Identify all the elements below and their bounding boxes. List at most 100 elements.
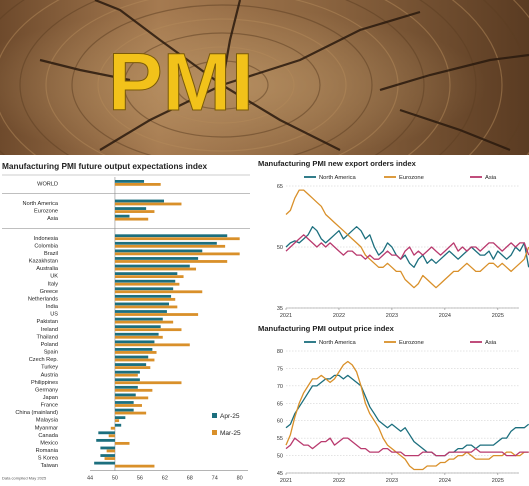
category-label: India (46, 304, 59, 310)
legend-label: Asia (485, 340, 497, 346)
x-tick-label: 50 (112, 476, 118, 482)
chart-title: Manufacturing PMI future output expectat… (2, 161, 208, 171)
bar-mar-25 (114, 244, 226, 248)
category-label: North America (23, 201, 59, 207)
wood-ring (149, 46, 295, 124)
wood-ring (19, 0, 425, 155)
bar-apr-25 (114, 401, 134, 404)
bar-mar-25 (114, 404, 142, 407)
x-tick-label: 2023 (386, 313, 398, 319)
bar-apr-25 (114, 408, 134, 412)
category-label: Poland (41, 342, 58, 348)
bar-mar-25 (114, 210, 155, 213)
wood-crack (39, 58, 131, 82)
legend-swatch (212, 413, 217, 418)
category-label: Romania (36, 448, 59, 454)
category-label: Canada (38, 433, 58, 439)
wood-crack (221, 10, 421, 87)
wood-rings (0, 0, 529, 155)
legend-label: Eurozone (399, 340, 424, 346)
bar-mar-25 (114, 358, 155, 362)
category-label: Mexico (40, 440, 58, 446)
y-tick-label: 65 (277, 184, 283, 190)
x-tick-label: 2024 (439, 478, 451, 484)
x-tick-label: 74 (212, 476, 218, 482)
category-label: Myanmar (35, 425, 58, 431)
bar-mar-25 (114, 183, 161, 186)
bar-apr-25 (114, 287, 174, 291)
category-label: WORLD (37, 182, 58, 188)
bar-apr-25 (114, 363, 147, 366)
bar-mar-25 (114, 305, 178, 309)
export-orders-line-chart: Manufacturing PMI new export orders inde… (258, 159, 529, 319)
wood-crack (221, 84, 341, 151)
chart-title: Manufacturing PMI output price index (258, 324, 395, 333)
y-tick-label: 70 (277, 384, 283, 390)
category-label: Turkey (41, 365, 58, 371)
bar-apr-25 (114, 257, 199, 260)
bar-mar-25 (114, 441, 130, 445)
bar-apr-25 (114, 378, 140, 382)
x-tick-label: 2022 (333, 313, 345, 319)
category-label: Japan (43, 395, 58, 401)
bar-mar-25 (114, 335, 163, 339)
y-tick-label: 50 (277, 454, 283, 460)
series-line-north-america (285, 226, 529, 268)
output-price-line-chart: Manufacturing PMI output price index Nort… (258, 324, 529, 484)
banner-wood: PMI (0, 0, 529, 155)
wood-ring (71, 4, 373, 155)
bar-apr-25 (114, 302, 169, 306)
bar-apr-25 (114, 332, 159, 336)
bar-mar-25 (114, 237, 240, 241)
category-label: Philippines (31, 380, 58, 386)
series-line-eurozone (285, 189, 529, 289)
x-tick-label: 2021 (280, 478, 292, 484)
bar-mar-25 (104, 457, 115, 460)
category-label: Pakistan (37, 319, 58, 325)
y-tick-label: 65 (277, 401, 283, 407)
category-label: Brazil (44, 251, 58, 257)
bar-apr-25 (114, 234, 228, 238)
wood-cracks (39, 0, 529, 152)
bar-apr-25 (114, 279, 176, 283)
bar-mar-25 (114, 313, 199, 316)
bar-mar-25 (114, 411, 147, 415)
series-line-north-america (285, 374, 529, 457)
category-label: Colombia (34, 243, 59, 249)
y-tick-label: 55 (277, 436, 283, 442)
x-tick-label: 2025 (492, 478, 504, 484)
bar-apr-25 (96, 438, 115, 442)
legend-label: North America (319, 340, 357, 346)
bar-mar-25 (106, 449, 115, 453)
series-line-eurozone (285, 360, 529, 471)
series-line-asia (285, 234, 529, 260)
x-tick-label: 2021 (280, 313, 292, 319)
wood-ring (97, 18, 347, 152)
wood-ring (451, 0, 503, 155)
wood-ring (201, 74, 243, 96)
x-tick-label: 2024 (439, 313, 451, 319)
legend-label: Eurozone (399, 175, 424, 181)
bar-mar-25 (114, 202, 182, 206)
category-label: Indonesia (34, 236, 59, 242)
x-tick-label: 80 (237, 476, 243, 482)
bar-mar-25 (114, 252, 240, 256)
bar-apr-25 (114, 249, 203, 253)
bar-mar-25 (114, 328, 182, 332)
bar-apr-25 (114, 317, 163, 321)
bar-mar-25 (114, 381, 182, 385)
future-output-bar-chart: Manufacturing PMI future output expectat… (2, 161, 250, 482)
wood-ring (482, 0, 529, 155)
bar-apr-25 (100, 446, 115, 450)
bar-apr-25 (114, 393, 136, 397)
category-label: Eurozone (34, 209, 58, 215)
category-label: Austria (41, 372, 59, 378)
bar-apr-25 (98, 431, 115, 435)
series-line-asia (285, 437, 529, 457)
legend-swatch (212, 430, 217, 435)
category-label: Italy (48, 281, 58, 287)
legend-label: Mar-25 (220, 430, 241, 437)
bar-apr-25 (114, 340, 155, 344)
footnote: Data compiled May 2025 (2, 476, 47, 481)
legend-label: North America (319, 175, 357, 181)
